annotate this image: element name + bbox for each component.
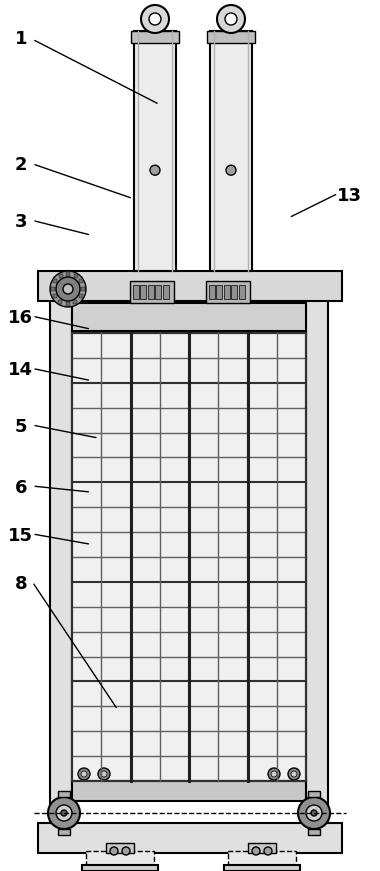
Bar [130,281,174,303]
Bar [210,31,252,271]
Bar [224,865,300,871]
Circle shape [48,797,80,829]
Bar [73,274,78,278]
Bar [50,281,72,823]
Bar [58,829,70,835]
Bar [155,285,161,299]
Bar [38,271,342,301]
Circle shape [56,277,80,301]
Circle shape [56,805,72,821]
Text: 6: 6 [15,479,27,496]
Circle shape [122,847,130,855]
Circle shape [50,271,86,307]
Bar [72,781,306,801]
Bar [308,791,320,797]
Bar [73,300,78,304]
Circle shape [226,165,236,175]
Circle shape [291,771,297,777]
Bar [140,285,146,299]
Bar [81,287,85,291]
Bar [38,823,342,853]
Bar [248,843,276,853]
Circle shape [149,13,161,25]
Circle shape [271,771,277,777]
Bar [306,281,328,823]
Bar [209,285,215,299]
Circle shape [63,284,73,294]
Bar [207,31,255,43]
Circle shape [298,797,330,829]
Bar [224,285,230,299]
Circle shape [141,5,169,33]
Bar [308,829,320,835]
Text: 3: 3 [15,213,27,231]
Text: 14: 14 [8,361,33,379]
Bar [148,285,154,299]
Bar [58,791,70,797]
Circle shape [306,805,322,821]
Bar [134,31,176,271]
Bar [216,285,222,299]
Bar [72,303,306,331]
Bar [228,851,296,867]
Bar [53,280,57,283]
Circle shape [268,768,280,780]
Bar [72,333,306,781]
Bar [231,285,237,299]
Circle shape [264,847,272,855]
Bar [66,272,70,276]
Circle shape [78,768,90,780]
Bar [133,285,139,299]
Bar [59,274,62,278]
Text: 13: 13 [337,187,362,205]
Bar [53,294,57,299]
Circle shape [311,810,317,816]
Text: 2: 2 [15,157,27,174]
Text: 16: 16 [8,309,33,327]
Circle shape [225,13,237,25]
Bar [131,31,179,43]
Text: 1: 1 [15,30,27,48]
Bar [79,280,83,283]
Circle shape [217,5,245,33]
Bar [79,294,83,299]
Bar [106,843,134,853]
Circle shape [101,771,107,777]
Circle shape [81,771,87,777]
Text: 8: 8 [14,575,27,592]
Circle shape [61,810,67,816]
Circle shape [150,165,160,175]
Bar [239,285,245,299]
Bar [206,281,250,303]
Circle shape [252,847,260,855]
Text: 15: 15 [8,527,33,544]
Circle shape [288,768,300,780]
Bar [66,302,70,306]
Bar [59,300,62,304]
Text: 5: 5 [15,418,27,436]
Circle shape [98,768,110,780]
Bar [163,285,169,299]
Bar [86,851,154,867]
Circle shape [110,847,118,855]
Bar [51,287,55,291]
Bar [82,865,158,871]
